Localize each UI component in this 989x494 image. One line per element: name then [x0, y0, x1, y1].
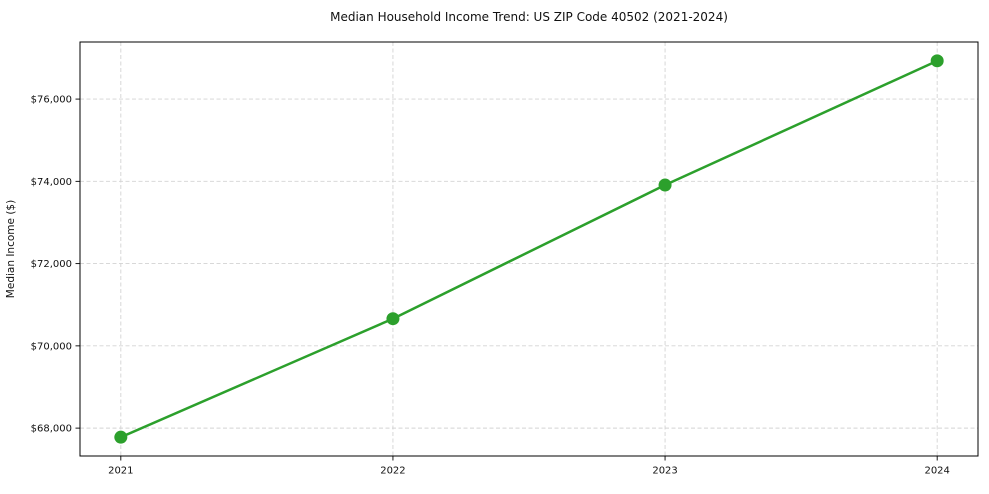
y-tick-label: $70,000	[31, 341, 72, 352]
y-tick-label: $72,000	[31, 259, 72, 270]
data-point-marker	[658, 178, 672, 192]
y-tick-label: $76,000	[31, 95, 72, 106]
ticks-layer	[75, 98, 938, 461]
y-tick-label: $68,000	[31, 424, 72, 435]
y-tick-label: $74,000	[31, 177, 72, 188]
data-point-marker	[386, 312, 400, 326]
x-tick-label: 2022	[380, 466, 405, 477]
tick-labels-layer: $68,000 $70,000 $72,000 $74,000 $76,000 2021 2…	[31, 95, 950, 477]
income-trend-line	[119, 59, 939, 439]
gridlines-layer	[80, 42, 978, 456]
x-tick-label: 2021	[108, 466, 133, 477]
data-point-marker	[114, 430, 128, 444]
data-series-layer	[114, 54, 944, 444]
data-point-marker	[930, 54, 944, 68]
plot-border	[79, 41, 979, 457]
chart-title: Median Household Income Trend: US ZIP Co…	[330, 10, 728, 24]
x-tick-label: 2024	[924, 466, 949, 477]
y-axis-label: Median Income ($)	[5, 200, 17, 298]
x-tick-label: 2023	[652, 466, 677, 477]
